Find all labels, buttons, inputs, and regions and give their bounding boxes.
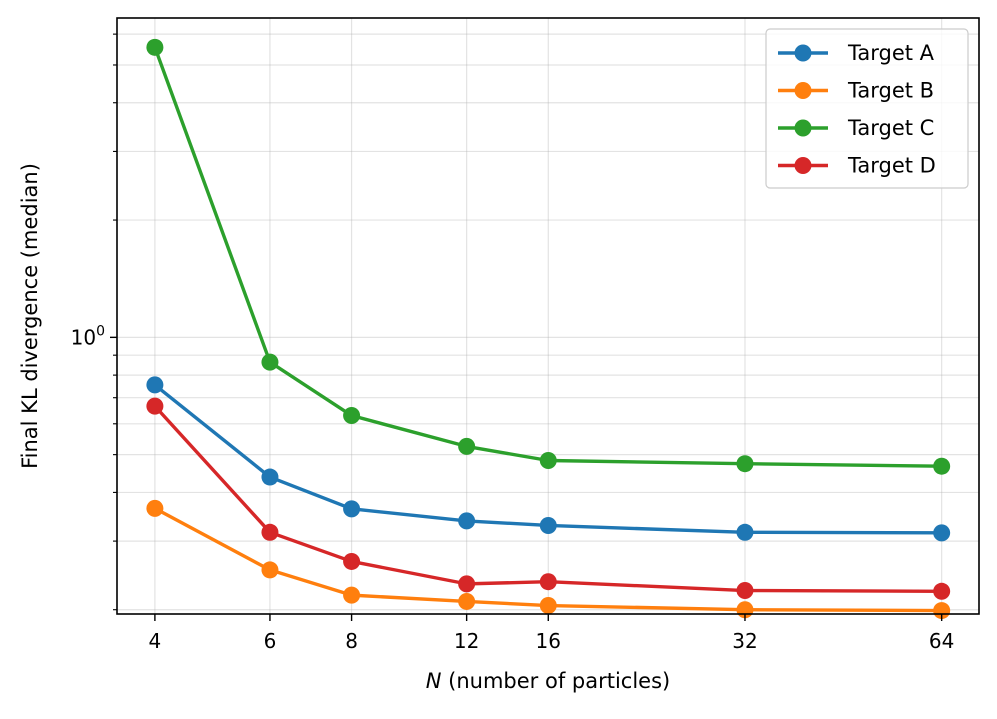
- x-tick-label: 16: [536, 629, 561, 653]
- data-point-target-c: [261, 353, 279, 371]
- legend-entry-target-d: Target D: [778, 154, 936, 178]
- legend-label: Target C: [847, 116, 934, 140]
- legend-entry-target-a: Target A: [778, 41, 935, 65]
- series-target-d: [146, 397, 951, 600]
- grid: [117, 18, 979, 614]
- data-point-target-a: [539, 516, 557, 534]
- data-point-target-a: [261, 468, 279, 486]
- data-point-target-a: [146, 376, 164, 394]
- data-point-target-b: [933, 602, 951, 620]
- data-point-target-c: [539, 452, 557, 470]
- data-point-target-b: [261, 561, 279, 579]
- series-target-c: [146, 38, 951, 475]
- data-point-target-b: [146, 499, 164, 517]
- x-tick-label: 6: [264, 629, 277, 653]
- data-point-target-a: [458, 512, 476, 530]
- series-target-a: [146, 376, 951, 542]
- data-point-target-c: [146, 38, 164, 56]
- series-layer: [146, 38, 951, 620]
- series-target-b: [146, 499, 951, 620]
- data-point-target-d: [933, 582, 951, 600]
- data-point-target-d: [458, 575, 476, 593]
- legend-entry-target-c: Target C: [778, 116, 934, 140]
- data-point-target-b: [458, 592, 476, 610]
- data-point-target-c: [736, 455, 754, 473]
- data-point-target-d: [343, 552, 361, 570]
- y-tick-label: 100: [71, 323, 105, 349]
- x-tick-label: 32: [732, 629, 757, 653]
- data-point-target-b: [539, 597, 557, 615]
- legend-entry-target-b: Target B: [778, 79, 934, 103]
- data-point-target-c: [343, 407, 361, 425]
- data-point-target-a: [343, 500, 361, 518]
- x-tick-label: 64: [929, 629, 954, 653]
- data-point-target-c: [933, 457, 951, 475]
- legend-label: Target B: [847, 79, 934, 103]
- x-axis-label: N (number of particles): [426, 669, 670, 693]
- x-tick-label: 12: [454, 629, 479, 653]
- legend-swatch-marker: [794, 119, 812, 137]
- legend: Target A Target B Target C Target D: [765, 28, 969, 189]
- data-point-target-d: [261, 523, 279, 541]
- y-tick-exponent: 0: [96, 323, 105, 339]
- legend-swatch-marker: [794, 82, 812, 99]
- x-tick-label: 4: [149, 629, 162, 653]
- legend-box: [765, 28, 969, 189]
- data-point-target-b: [343, 586, 361, 604]
- data-point-target-d: [146, 397, 164, 415]
- legend-label: Target A: [847, 41, 935, 65]
- y-axis-label: Final KL divergence (median): [18, 163, 42, 469]
- legend-swatch-marker: [794, 157, 812, 174]
- x-tick-label: 8: [345, 629, 358, 653]
- data-point-target-a: [933, 524, 951, 542]
- data-point-target-c: [458, 437, 476, 455]
- legend-swatch-marker: [794, 44, 812, 62]
- data-point-target-d: [539, 573, 557, 591]
- legend-label: Target D: [847, 154, 936, 178]
- data-point-target-a: [736, 523, 754, 541]
- data-point-target-d: [736, 582, 754, 600]
